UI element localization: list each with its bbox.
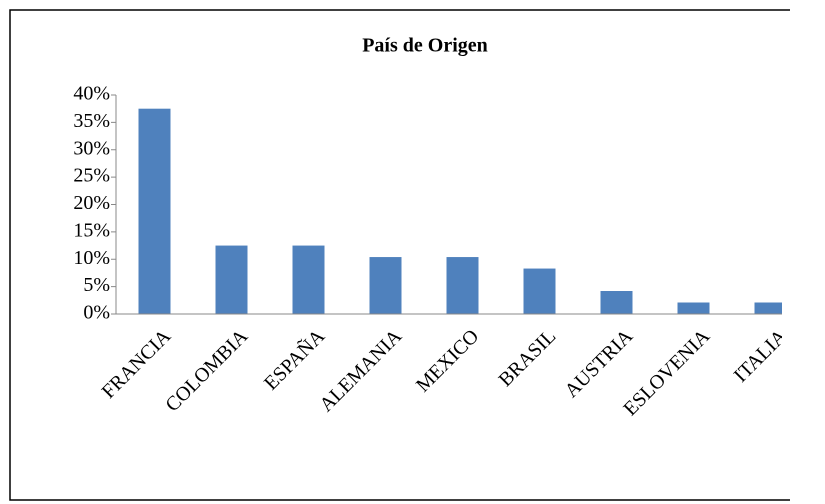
- y-tick-label: 0%: [83, 302, 110, 324]
- x-tick-label: BRASIL: [494, 325, 560, 391]
- bar: [369, 257, 402, 314]
- chart-title: País de Origen: [362, 35, 488, 57]
- bar: [138, 108, 171, 314]
- y-tick-label: 40%: [73, 83, 110, 105]
- y-tick-label: 10%: [73, 247, 110, 269]
- x-tick-label: COLOMBIA: [161, 325, 252, 416]
- bar: [292, 245, 325, 314]
- x-tick-label: AUSTRIA: [560, 325, 637, 402]
- y-tick-label: 15%: [73, 219, 110, 241]
- bar: [754, 302, 782, 314]
- x-tick-label: ITALIA: [730, 325, 792, 387]
- bar: [446, 257, 479, 314]
- bar: [215, 245, 248, 314]
- bar: [600, 291, 633, 314]
- y-tick-label: 30%: [73, 137, 110, 159]
- y-tick-label: 25%: [73, 165, 110, 187]
- bar: [677, 302, 710, 314]
- y-tick-label: 5%: [83, 274, 110, 296]
- x-tick-label: FRANCIA: [98, 325, 176, 403]
- bar: [523, 268, 556, 314]
- x-tick-label: ALEMANIA: [315, 325, 406, 416]
- x-tick-label: ESPAÑA: [259, 323, 330, 394]
- x-tick-label: MEXICO: [412, 325, 483, 396]
- y-tick-label: 35%: [73, 110, 110, 132]
- y-tick-label: 20%: [73, 192, 110, 214]
- chart-border: [9, 9, 790, 501]
